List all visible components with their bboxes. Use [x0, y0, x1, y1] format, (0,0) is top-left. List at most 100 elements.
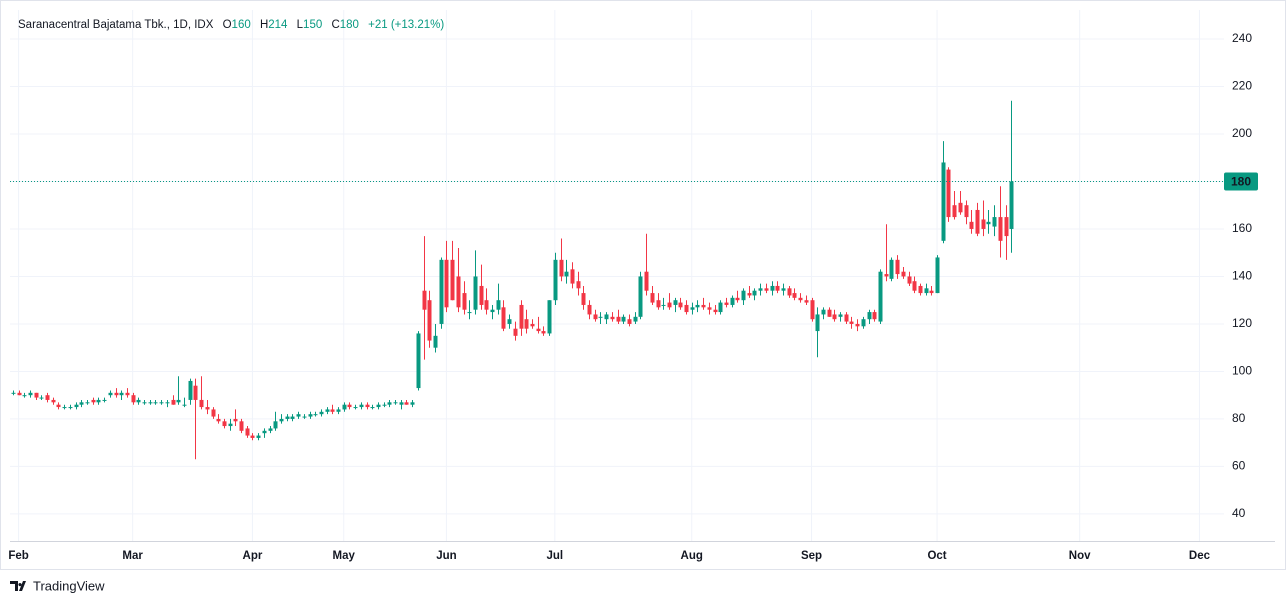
candle-body — [239, 421, 244, 431]
candle-body — [633, 316, 638, 322]
candle-body — [313, 414, 318, 416]
candle-body — [855, 323, 860, 327]
x-tick-label: Mar — [122, 550, 143, 562]
candle-body — [570, 269, 575, 284]
candle-body — [176, 399, 181, 403]
y-tick-label: 140 — [1232, 269, 1252, 283]
ohlc-label: H — [260, 19, 268, 31]
candle-body — [279, 418, 284, 422]
y-tick-label: 160 — [1232, 221, 1252, 235]
candle-body — [844, 314, 849, 322]
candle-body — [142, 402, 147, 404]
candle-body — [804, 300, 809, 303]
candle-body — [758, 288, 763, 291]
candles — [11, 100, 1014, 460]
candle-body — [901, 271, 906, 277]
candle-body — [433, 335, 438, 348]
ohlc-label: O — [223, 19, 232, 31]
candle-body — [610, 316, 615, 320]
candle-body — [233, 418, 238, 422]
candle-body — [148, 402, 153, 404]
candle-body — [79, 402, 84, 405]
candle-body — [593, 314, 598, 320]
candle-body — [188, 380, 193, 400]
x-tick-label: Nov — [1069, 550, 1091, 562]
candle-body — [821, 309, 826, 315]
candle-body — [650, 293, 655, 303]
last-price-badge — [1224, 172, 1258, 191]
candle-body — [849, 321, 854, 324]
candle-body — [102, 399, 107, 401]
candle-body — [302, 416, 307, 418]
candle-body — [884, 274, 889, 277]
candle-body — [319, 411, 324, 415]
y-tick-label: 200 — [1232, 126, 1252, 140]
candle-body — [484, 300, 489, 310]
candle-body — [878, 271, 883, 322]
candle-body — [479, 285, 484, 305]
candle-body — [684, 304, 689, 313]
candle-body — [182, 404, 187, 406]
candle-body — [330, 409, 335, 412]
candle-body — [473, 276, 478, 310]
candle-body — [530, 323, 535, 327]
candle-body — [952, 205, 957, 218]
candle-body — [946, 169, 951, 218]
y-tick-label: 240 — [1232, 31, 1252, 45]
candle-body — [872, 312, 877, 320]
candle-body — [96, 399, 101, 403]
candle-body — [559, 259, 564, 277]
candle-body — [713, 309, 718, 313]
candle-body — [981, 219, 986, 229]
candle-body — [85, 402, 90, 404]
candle-body — [136, 399, 141, 403]
candle-body — [74, 404, 79, 408]
candle-body — [986, 221, 991, 225]
y-tick-label: 80 — [1232, 411, 1246, 425]
candle-body — [159, 402, 164, 404]
candle-body — [627, 319, 632, 324]
logo: TradingView — [10, 578, 105, 593]
candle-body — [11, 392, 16, 394]
candle-body — [775, 285, 780, 291]
candle-body — [638, 276, 643, 317]
candle-body — [673, 300, 678, 305]
candle-body — [644, 271, 649, 291]
candle-body — [764, 288, 769, 291]
candle-body — [941, 162, 946, 241]
candle-body — [770, 285, 775, 291]
candle-body — [524, 319, 529, 329]
candle-body — [439, 259, 444, 324]
candle-body — [838, 314, 843, 317]
candle-body — [964, 205, 969, 218]
candle-body — [114, 392, 119, 396]
candle-body — [125, 392, 130, 396]
candle-body — [62, 407, 67, 409]
candle-body — [924, 288, 929, 294]
candle-body — [245, 428, 250, 436]
candle-body — [51, 399, 56, 403]
x-tick-label: Jul — [547, 550, 564, 562]
candle-body — [262, 430, 267, 434]
candle-body — [547, 300, 552, 334]
candle-body — [747, 293, 752, 296]
candle-body — [456, 276, 461, 308]
logo-icon — [10, 581, 26, 591]
candle-body — [787, 288, 792, 296]
candle-body — [695, 304, 700, 308]
candle-body — [975, 209, 980, 234]
candle-body — [604, 314, 609, 320]
y-tick-label: 100 — [1232, 364, 1252, 378]
candle-body — [416, 333, 421, 389]
candle-body — [752, 290, 757, 296]
candle-body — [325, 409, 330, 412]
candle-body — [992, 217, 997, 227]
candle-body — [912, 281, 917, 291]
candle-body — [741, 290, 746, 301]
y-tick-label: 40 — [1232, 506, 1246, 520]
candle-body — [541, 331, 546, 334]
candle-body — [153, 402, 158, 404]
x-tick-label: Jun — [436, 550, 456, 562]
candle-body — [496, 300, 501, 310]
